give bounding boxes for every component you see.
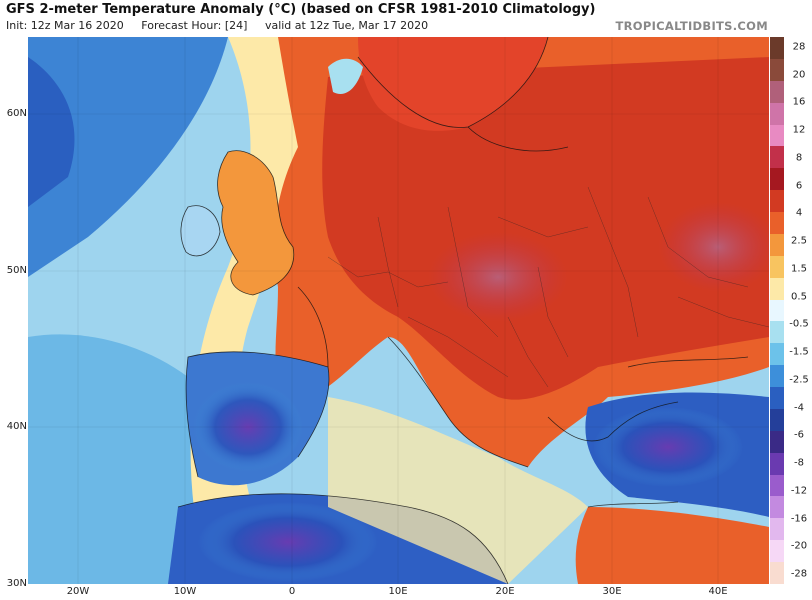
- colorbar-segment: [770, 365, 784, 388]
- colorbar-segment: [770, 562, 784, 585]
- colorbar-segment: [770, 387, 784, 410]
- colorbar-segment: [770, 102, 784, 125]
- mediterranean-sea: [328, 397, 588, 584]
- colorbar-tick-label: 2.5: [791, 235, 807, 247]
- source-watermark: TROPICALTIDBITS.COM: [615, 19, 768, 33]
- scandinavia: [358, 37, 548, 131]
- atlantic-cold-west: [28, 37, 228, 277]
- iberia-cold-core: [193, 382, 303, 472]
- colorbar-tick-label: -1.5: [789, 346, 809, 358]
- colorbar-tick-label: -0.5: [789, 318, 809, 330]
- colorbar-segment: [770, 212, 784, 235]
- middle-east-warm: [575, 507, 769, 584]
- colorbar-segment: [770, 168, 784, 191]
- colorbar-tick-label: -4: [794, 402, 804, 414]
- coastlines: [177, 37, 749, 584]
- colorbar-segment: [770, 233, 784, 257]
- colorbar-tick-label: -2.5: [789, 374, 809, 386]
- atlantic-cold-south: [28, 334, 208, 584]
- colorbar-tick-label: -16: [790, 513, 808, 525]
- chart-title: GFS 2-meter Temperature Anomaly (°C) (ba…: [6, 2, 596, 17]
- lon-label-30e: 30E: [602, 586, 622, 597]
- colorbar-segment: [770, 146, 784, 169]
- colorbar-tick-label: 4: [795, 207, 803, 219]
- valid-time: valid at 12z Tue, Mar 17 2020: [264, 19, 429, 32]
- ireland: [180, 205, 220, 256]
- lon-label-40e: 40E: [708, 586, 728, 597]
- north-africa-cold-core: [198, 502, 378, 582]
- anatolia-cold-core: [593, 407, 743, 487]
- norway-coast-cold: [328, 58, 363, 95]
- colorbar-segment: [770, 37, 784, 60]
- colorbar-segment: [770, 518, 784, 541]
- colorbar-tick-label: 0.5: [791, 291, 807, 303]
- colorbar-segment: [770, 80, 784, 104]
- colorbar-segment: [770, 190, 784, 213]
- anomaly-map: [28, 37, 769, 584]
- country-borders: [327, 186, 769, 388]
- colorbar-segment: [770, 255, 784, 279]
- lon-label-0: 0: [288, 586, 296, 597]
- colorbar-tick-label: -6: [794, 429, 804, 441]
- lat-label-40n: 40N: [6, 421, 27, 432]
- colorbar-segment: [770, 408, 784, 432]
- forecast-hour: Forecast Hour: [24]: [141, 19, 248, 32]
- colorbar-segment: [770, 321, 784, 344]
- atlantic-deep-cold: [28, 57, 75, 207]
- british-isles: [217, 150, 294, 295]
- colorbar-tick-label: 12: [792, 124, 806, 136]
- lat-label-30n: 30N: [6, 578, 27, 589]
- colorbar-tick-label: -20: [790, 540, 808, 552]
- colorbar-segment: [770, 58, 784, 82]
- lat-label-60n: 60N: [6, 108, 27, 119]
- colorbar-tick-label: 28: [792, 41, 806, 53]
- lon-label-10w: 10W: [173, 586, 197, 597]
- colorbar-tick-label: 6: [795, 180, 803, 192]
- colorbar-segment: [770, 343, 784, 366]
- poland-anomaly-max: [428, 232, 568, 322]
- lon-label-20w: 20W: [66, 586, 90, 597]
- graticule: [28, 37, 769, 584]
- init-time: Init: 12z Mar 16 2020: [6, 19, 124, 32]
- colorbar-tick-label: -28: [790, 568, 808, 580]
- colorbar-tick-label: -8: [794, 457, 804, 469]
- russia-anomaly-max: [658, 202, 769, 292]
- colorbar-segment: [770, 430, 784, 454]
- colorbar-tick-label: -12: [790, 485, 808, 497]
- colorbar-segment: [770, 124, 784, 147]
- colorbar-segment: [770, 474, 784, 497]
- colorbar: [770, 37, 784, 585]
- colorbar-segment: [770, 277, 784, 301]
- europe-hot-core: [322, 57, 769, 400]
- lat-label-50n: 50N: [6, 265, 27, 276]
- lon-label-10e: 10E: [388, 586, 408, 597]
- lon-label-20e: 20E: [495, 586, 515, 597]
- colorbar-tick-label: 8: [795, 152, 803, 164]
- colorbar-tick-label: 1.5: [791, 263, 807, 275]
- colorbar-segment: [770, 540, 784, 563]
- colorbar-segment: [770, 452, 784, 476]
- colorbar-tick-label: 20: [792, 69, 806, 81]
- colorbar-segment: [770, 299, 784, 322]
- run-info: Init: 12z Mar 16 2020 Forecast Hour: [24…: [6, 19, 442, 32]
- colorbar-segment: [770, 496, 784, 519]
- colorbar-tick-label: 16: [792, 96, 806, 108]
